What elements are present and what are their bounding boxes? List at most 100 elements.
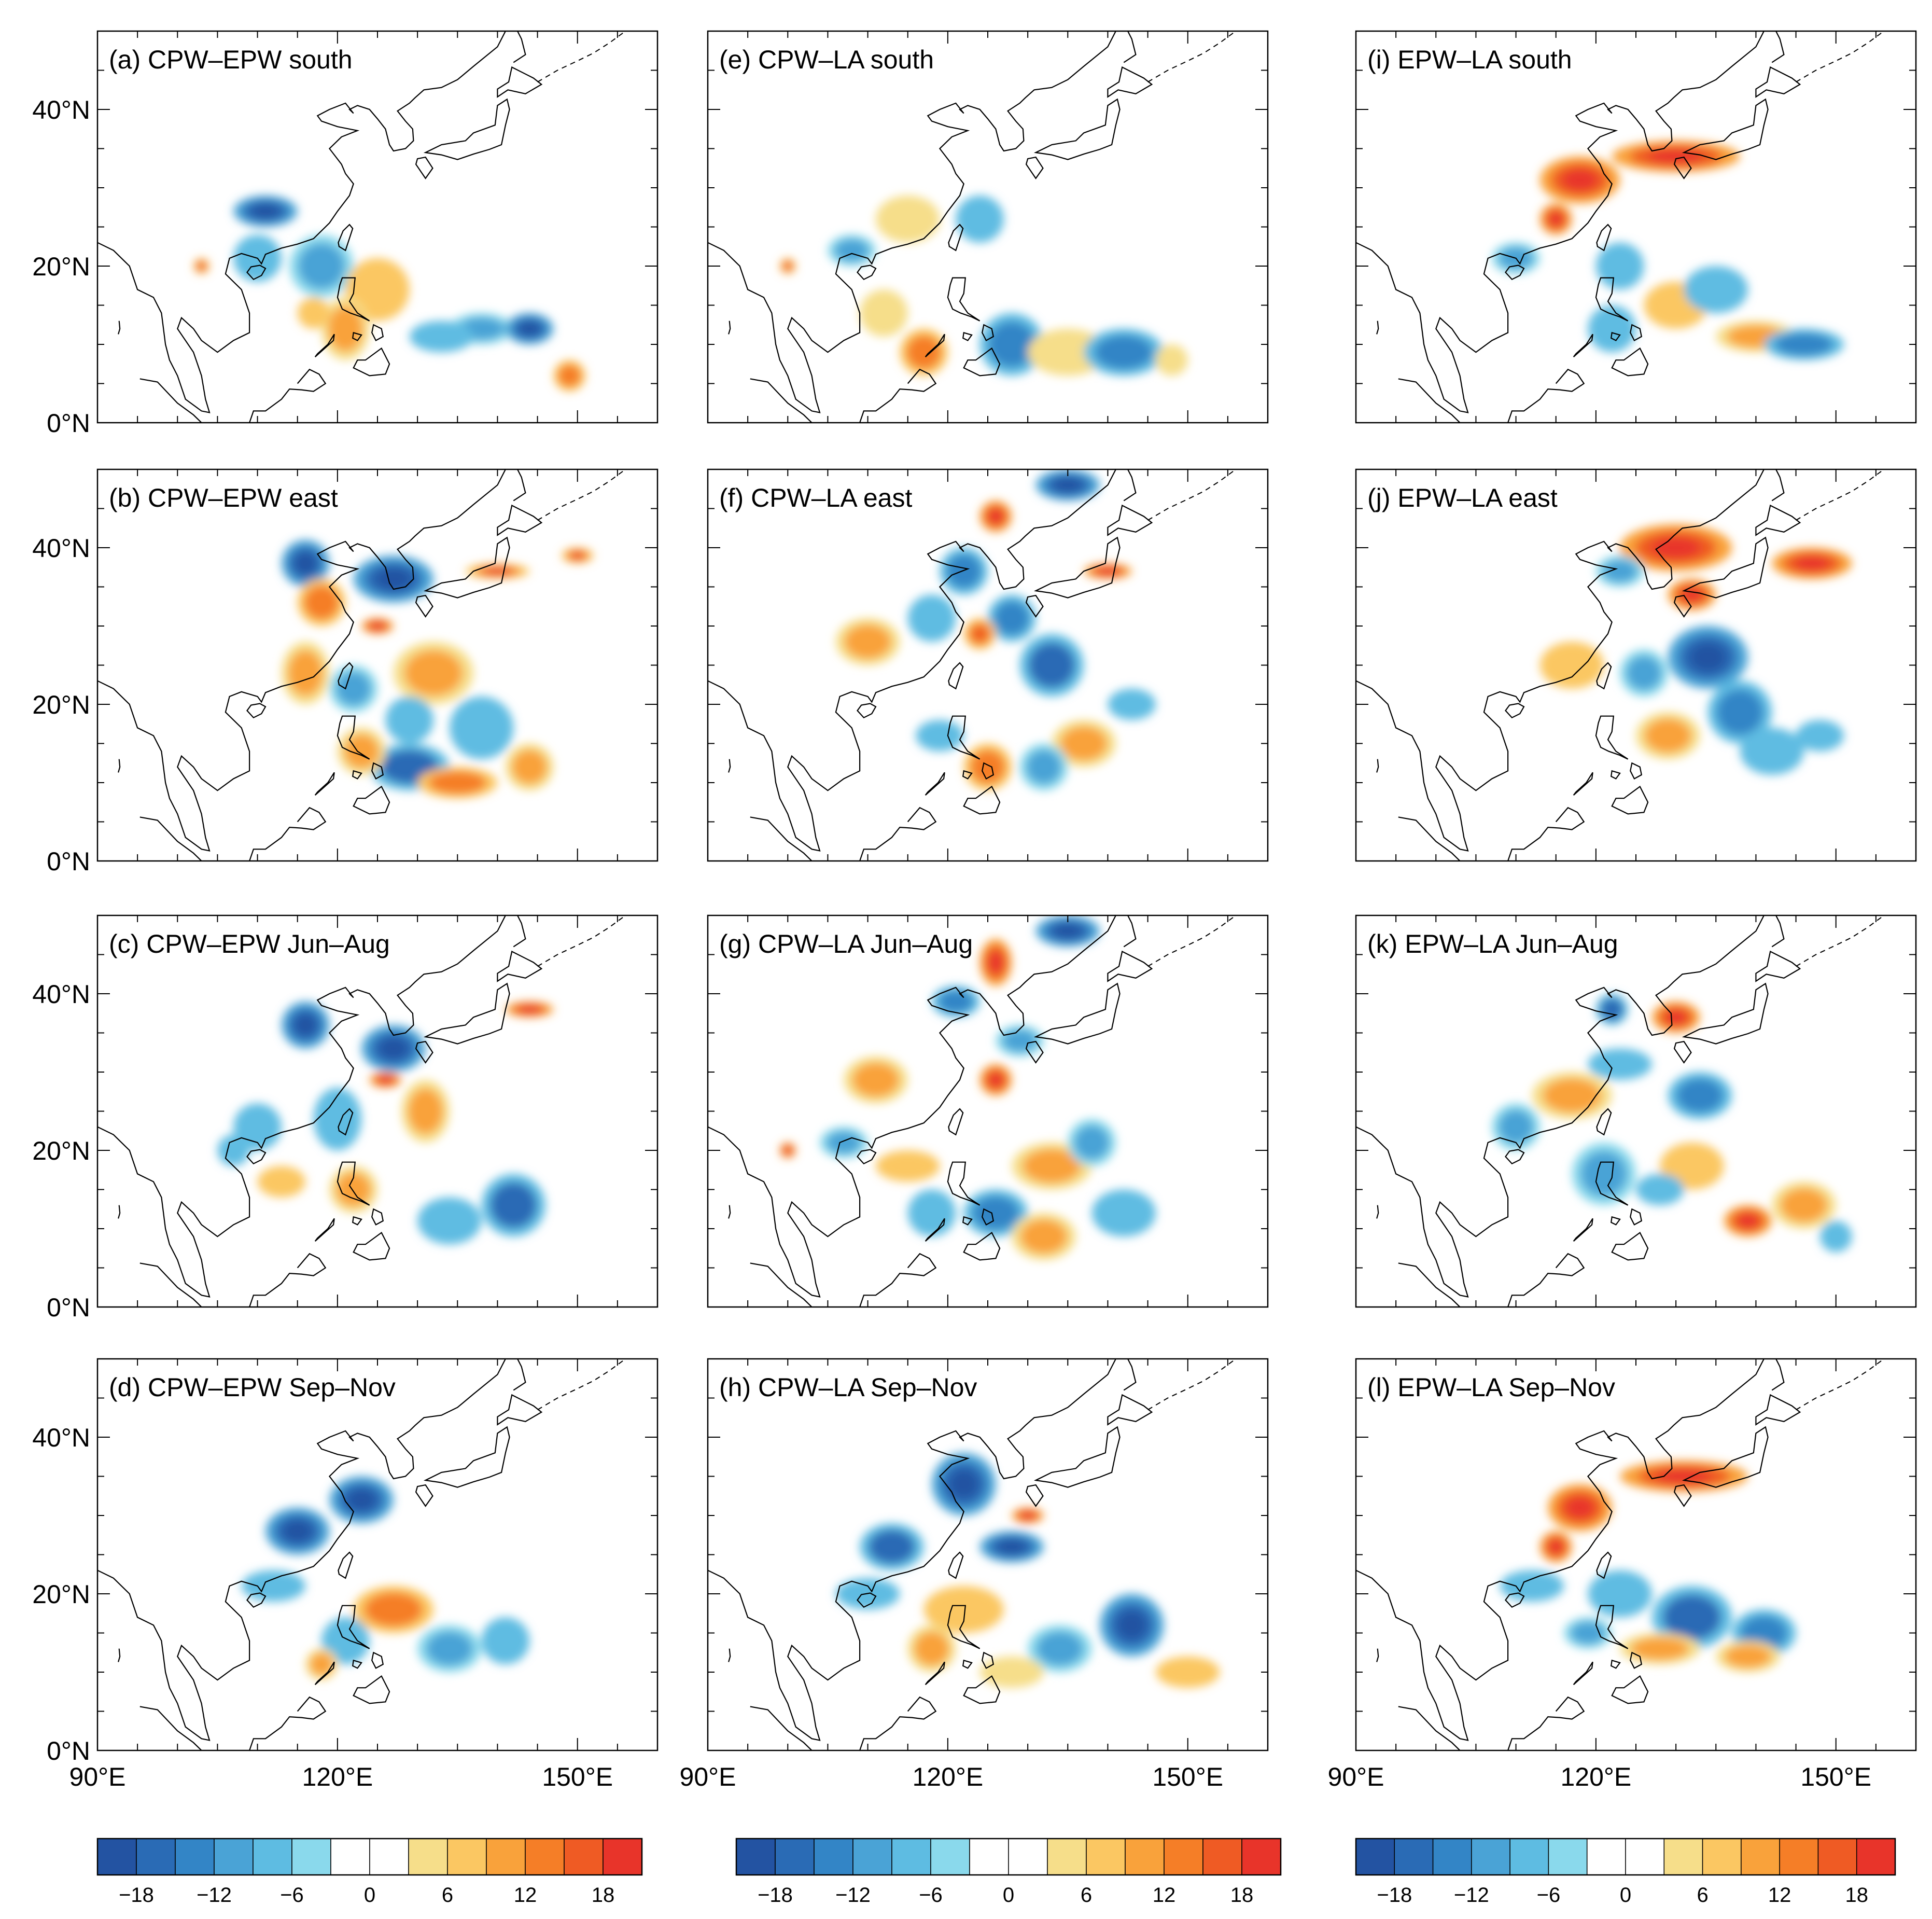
lat-label: 0°N xyxy=(47,409,90,438)
anomaly-cell xyxy=(295,553,316,574)
colorbar-swatch xyxy=(1125,1838,1165,1875)
map-panel-j: (j) EPW–LA east xyxy=(1355,468,1917,862)
lat-label: 0°N xyxy=(47,847,90,876)
colorbar-swatch xyxy=(291,1838,331,1875)
colorbar-swatch xyxy=(1779,1838,1819,1875)
anomaly-cell xyxy=(1796,720,1844,752)
axis-ticks-c xyxy=(97,915,658,1308)
shaded-field-f xyxy=(835,469,1156,791)
anomaly-cell xyxy=(426,1632,473,1666)
colorbar-tick-label: 12 xyxy=(1153,1884,1176,1907)
lon-label: 150°E xyxy=(542,1762,613,1791)
lon-label: 150°E xyxy=(1152,1762,1223,1791)
panel-title-g: (g) CPW–LA Jun–Aug xyxy=(719,929,973,958)
panel-title-h: (h) CPW–LA Sep–Nov xyxy=(719,1373,977,1402)
anomaly-cell xyxy=(1588,1570,1652,1618)
colorbar-swatch xyxy=(330,1838,370,1875)
shaded-field-g xyxy=(779,915,1156,1260)
map-frame-l xyxy=(1355,1358,1917,1751)
colorbar-tick-label: −18 xyxy=(1377,1884,1412,1907)
lat-label: 40°N xyxy=(32,980,90,1009)
shaded-field-j xyxy=(1539,524,1852,775)
colorbar-1: −18 −12 −6 0 6 12 18 xyxy=(96,1838,643,1907)
colorbar-tick-label: 0 xyxy=(1003,1884,1014,1907)
anomaly-cell xyxy=(310,1653,333,1676)
shaded-field-h xyxy=(835,1453,1220,1688)
anomaly-cell xyxy=(408,1089,443,1134)
anomaly-cell xyxy=(1819,1220,1852,1253)
colorbar-swatch xyxy=(253,1838,292,1875)
colorbar-swatch xyxy=(1817,1838,1857,1875)
anomaly-cell xyxy=(906,335,941,369)
colorbar-swatch xyxy=(486,1838,526,1875)
anomaly-cell xyxy=(998,1540,1026,1554)
anomaly-cell xyxy=(1717,689,1763,735)
coastline-f xyxy=(708,469,1236,861)
panel-title-j: (j) EPW–LA east xyxy=(1367,483,1558,512)
anomaly-cell xyxy=(1054,924,1082,938)
colorbar-tick-label: 12 xyxy=(1768,1884,1791,1907)
colorbar-swatch xyxy=(736,1838,776,1875)
anomaly-cell xyxy=(1543,1078,1601,1113)
colorbar-swatch xyxy=(175,1838,215,1875)
anomaly-cell xyxy=(379,1038,408,1059)
anomaly-cell xyxy=(907,1189,956,1237)
anomaly-cell xyxy=(295,1014,316,1036)
colorbar-swatch xyxy=(891,1838,931,1875)
panels-layer: (a) CPW–EPW south 40°N 20°N 0°N (e) CPW–LA s… xyxy=(32,30,1917,1791)
anomaly-cell xyxy=(914,1632,949,1666)
map-panel-k: (k) EPW–LA Jun–Aug xyxy=(1355,914,1917,1308)
axis-ticks-e xyxy=(707,31,1268,423)
anomaly-cell xyxy=(1117,1611,1146,1639)
anomaly-cell xyxy=(1565,1497,1594,1518)
anomaly-cell xyxy=(845,624,891,659)
map-panel-f: (f) CPW–LA east xyxy=(707,468,1269,862)
anomaly-cell xyxy=(1091,1189,1156,1237)
anomaly-cell xyxy=(1627,656,1661,690)
colorbar-swatch xyxy=(1241,1838,1281,1875)
lat-label: 0°N xyxy=(47,1736,90,1765)
axis-ticks-a xyxy=(97,31,658,423)
coastline-h xyxy=(708,1359,1236,1750)
colorbar-tick-label: −12 xyxy=(835,1884,871,1907)
axis-ticks-d xyxy=(97,1358,658,1751)
anomaly-cell xyxy=(1020,1512,1035,1519)
anomaly-cell xyxy=(938,990,973,1013)
lon-label: 90°E xyxy=(680,1762,736,1791)
anomaly-cell xyxy=(378,1076,393,1083)
anomaly-cell xyxy=(949,1470,978,1498)
anomaly-cell xyxy=(558,364,581,387)
anomaly-cell xyxy=(1737,1214,1759,1228)
panel-title-i: (i) EPW–LA south xyxy=(1367,45,1572,74)
axis-ticks-l xyxy=(1355,1358,1916,1751)
anomaly-cell xyxy=(1681,588,1703,602)
colorbar-swatch xyxy=(1586,1838,1626,1875)
anomaly-cell xyxy=(826,1131,861,1154)
colorbar-swatch xyxy=(814,1838,853,1875)
anomaly-cell xyxy=(1095,335,1153,369)
colorbar-swatch xyxy=(1355,1838,1395,1875)
anomaly-cell xyxy=(1002,1029,1038,1052)
lat-label: 20°N xyxy=(32,252,90,281)
colorbar-tick-label: 18 xyxy=(1230,1884,1254,1907)
map-panel-i: (i) EPW–LA south xyxy=(1355,30,1917,424)
map-panel-e: (e) CPW–LA south xyxy=(707,30,1269,424)
anomaly-cell xyxy=(370,622,385,630)
anomaly-cell xyxy=(988,1073,1003,1087)
colorbars-layer: −18 −12 −6 0 6 12 18 −18 −12 −6 0 6 12 18 −18 −12 −6 0 6 12… xyxy=(96,1838,1896,1907)
anomaly-cell xyxy=(298,243,345,289)
axis-ticks-h xyxy=(707,1358,1268,1751)
anomaly-cell xyxy=(923,1586,1004,1633)
anomaly-cell xyxy=(1663,1594,1721,1640)
shaded-field-l xyxy=(1500,1461,1796,1672)
anomaly-cell xyxy=(860,289,908,337)
anomaly-cell xyxy=(1676,1078,1723,1113)
colorbar-tick-label: −12 xyxy=(1454,1884,1489,1907)
map-frame-d xyxy=(96,1358,659,1751)
anomaly-cell xyxy=(519,1006,540,1013)
shaded-field-d xyxy=(241,1476,530,1680)
lon-label: 90°E xyxy=(69,1762,126,1791)
panel-title-d: (d) CPW–EPW Sep–Nov xyxy=(109,1373,396,1402)
anomaly-cell xyxy=(428,771,486,794)
anomaly-cell xyxy=(1651,537,1701,558)
